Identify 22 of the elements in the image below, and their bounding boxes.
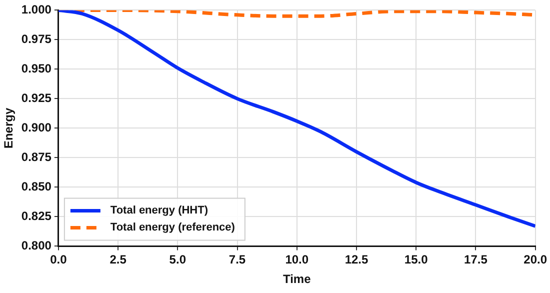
x-tick-label: 12.5 xyxy=(344,252,368,267)
y-tick-label: 0.825 xyxy=(21,209,52,224)
x-tick-label: 2.5 xyxy=(110,252,127,267)
x-tick-label: 5.0 xyxy=(169,252,186,267)
x-tick-label: 17.5 xyxy=(464,252,488,267)
y-tick-label: 0.950 xyxy=(21,62,52,76)
legend-label: Total energy (HHT) xyxy=(110,204,208,217)
x-tick-label: 10.0 xyxy=(285,252,309,267)
x-tick-label: 7.5 xyxy=(228,252,246,267)
y-tick-label: 0.875 xyxy=(21,150,52,164)
x-tick-label: 20.0 xyxy=(524,252,548,267)
y-tick-label: 0.975 xyxy=(21,32,52,46)
x-tick-label: 15.0 xyxy=(404,252,428,267)
legend-label: Total energy (reference) xyxy=(110,222,236,234)
x-axis-title: Time xyxy=(282,272,312,286)
y-tick-label: 0.925 xyxy=(21,91,52,106)
y-tick-label: 0.900 xyxy=(21,120,52,135)
y-tick-label: 1.000 xyxy=(21,2,52,17)
y-tick-label: 0.800 xyxy=(21,238,52,253)
y-tick-label: 0.850 xyxy=(21,180,52,194)
y-axis-title: Energy xyxy=(2,108,16,149)
x-tick-label: 0.0 xyxy=(50,252,68,267)
